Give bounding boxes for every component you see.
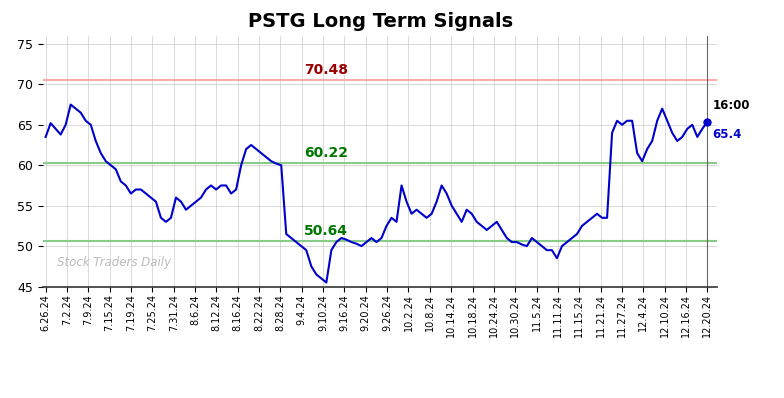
Text: 16:00: 16:00 <box>713 99 750 112</box>
Text: 50.64: 50.64 <box>303 224 347 238</box>
Text: 60.22: 60.22 <box>303 146 347 160</box>
Text: 65.4: 65.4 <box>713 128 742 141</box>
Text: Stock Traders Daily: Stock Traders Daily <box>56 256 171 269</box>
Text: 70.48: 70.48 <box>303 63 347 77</box>
Title: PSTG Long Term Signals: PSTG Long Term Signals <box>248 12 513 31</box>
